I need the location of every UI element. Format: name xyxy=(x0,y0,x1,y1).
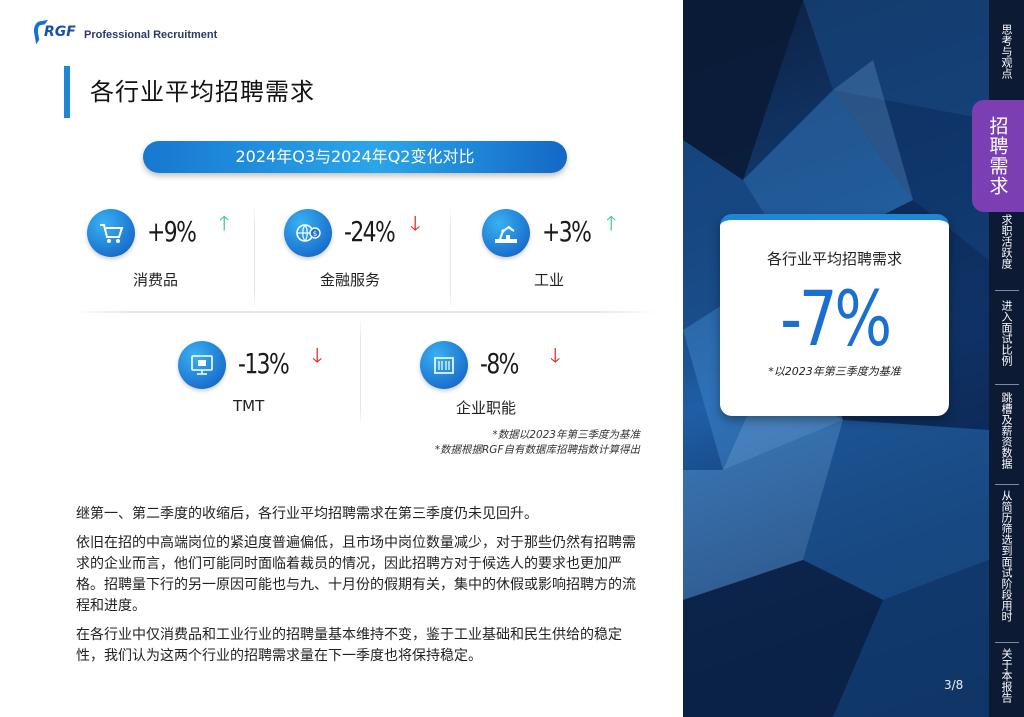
nav-item-about-report[interactable]: 关于本报告 xyxy=(1000,648,1013,703)
brand-logo: RGF Professional Recruitment xyxy=(32,19,218,45)
shopping-cart-icon xyxy=(87,209,135,257)
stat-value: -24% xyxy=(344,215,396,248)
stat-value: -8% xyxy=(480,347,519,380)
stat-label: 企业职能 xyxy=(456,399,517,417)
stat-tmt: -13% 🡓 TMT xyxy=(178,341,328,415)
stat-value: +9% xyxy=(147,215,197,248)
note-line: *数据以2023年第三季度为基准 xyxy=(492,429,640,441)
paragraph: 在各行业中仅消费品和工业行业的招聘量基本维持不变，鉴于工业基础和民生供给的稳定性… xyxy=(76,627,622,664)
stat-label: TMT xyxy=(233,397,265,415)
title-accent-bar xyxy=(64,66,70,118)
stat-value: +3% xyxy=(542,215,592,248)
divider xyxy=(450,205,451,310)
industrial-robot-icon xyxy=(482,209,530,257)
horizontal-divider xyxy=(72,311,657,313)
summary-card: 各行业平均招聘需求 -7% *以2023年第三季度为基准 xyxy=(720,214,949,416)
finance-globe-icon: $ xyxy=(284,209,332,257)
summary-card-title: 各行业平均招聘需求 xyxy=(766,250,902,268)
nav-divider xyxy=(995,642,1019,643)
stat-value: -13% xyxy=(238,347,290,380)
arrow-up-icon: 🡑 xyxy=(606,211,617,235)
comparison-label: 2024年Q3与2024年Q2变化对比 xyxy=(143,141,567,173)
paragraph: 依旧在招的中高端岗位的紧迫度普遍偏低，且市场中岗位数量减少，对于那些仍然有招聘需… xyxy=(76,535,636,614)
nav-item-recruitment-demand[interactable]: 招聘需求 xyxy=(972,100,1024,212)
arrow-down-icon: 🡓 xyxy=(550,343,561,367)
divider xyxy=(254,205,255,310)
nav-divider xyxy=(995,484,1019,485)
tech-chip-icon xyxy=(178,341,226,389)
stat-label: 消费品 xyxy=(133,271,179,289)
stat-label: 工业 xyxy=(534,271,565,289)
stat-industrial: +3% 🡑 工业 xyxy=(482,209,632,289)
rgf-logo-mark: RGF xyxy=(32,19,78,45)
divider xyxy=(360,318,361,428)
nav-item-salary-data[interactable]: 跳槽及薪资数据 xyxy=(1000,392,1013,469)
stat-financial-services: $ -24% 🡓 金融服务 xyxy=(284,209,434,289)
nav-divider xyxy=(995,384,1019,385)
brand-tagline: Professional Recruitment xyxy=(84,29,218,41)
stat-label: 金融服务 xyxy=(320,271,381,289)
nav-item-job-seeking-activity[interactable]: 求职活跃度 xyxy=(1000,214,1013,269)
page-number: 3/8 xyxy=(944,678,964,692)
stat-consumer-goods: +9% 🡑 消费品 xyxy=(87,209,237,289)
nav-divider xyxy=(995,290,1019,291)
nav-item-screening-time[interactable]: 从简历筛选到面试阶段用时 xyxy=(1000,490,1013,622)
arrow-up-icon: 🡑 xyxy=(219,211,230,235)
nav-item-insights[interactable]: 思考与观点 xyxy=(1000,24,1013,79)
arrow-down-icon: 🡓 xyxy=(410,211,421,235)
paragraph: 继第一、第二季度的收缩后，各行业平均招聘需求在第三季度仍未见回升。 xyxy=(76,506,538,522)
summary-card-note: *以2023年第三季度为基准 xyxy=(768,365,901,378)
svg-text:$: $ xyxy=(313,230,317,238)
data-notes: *数据以2023年第三季度为基准 *数据根据RGF自有数据库招聘指数计算得出 xyxy=(435,428,640,458)
nav-item-interview-ratio[interactable]: 进入面试比例 xyxy=(1000,300,1013,366)
stat-corporate-functions: -8% 🡓 企业职能 xyxy=(420,341,570,417)
body-text: 继第一、第二季度的收缩后，各行业平均招聘需求在第三季度仍未见回升。 依旧在招的中… xyxy=(76,504,636,675)
page-title: 各行业平均招聘需求 xyxy=(90,78,315,106)
note-line: *数据根据RGF自有数据库招聘指数计算得出 xyxy=(434,444,640,456)
arrow-down-icon: 🡓 xyxy=(312,343,323,367)
office-building-icon xyxy=(420,341,468,389)
summary-card-value: -7% xyxy=(780,274,892,363)
